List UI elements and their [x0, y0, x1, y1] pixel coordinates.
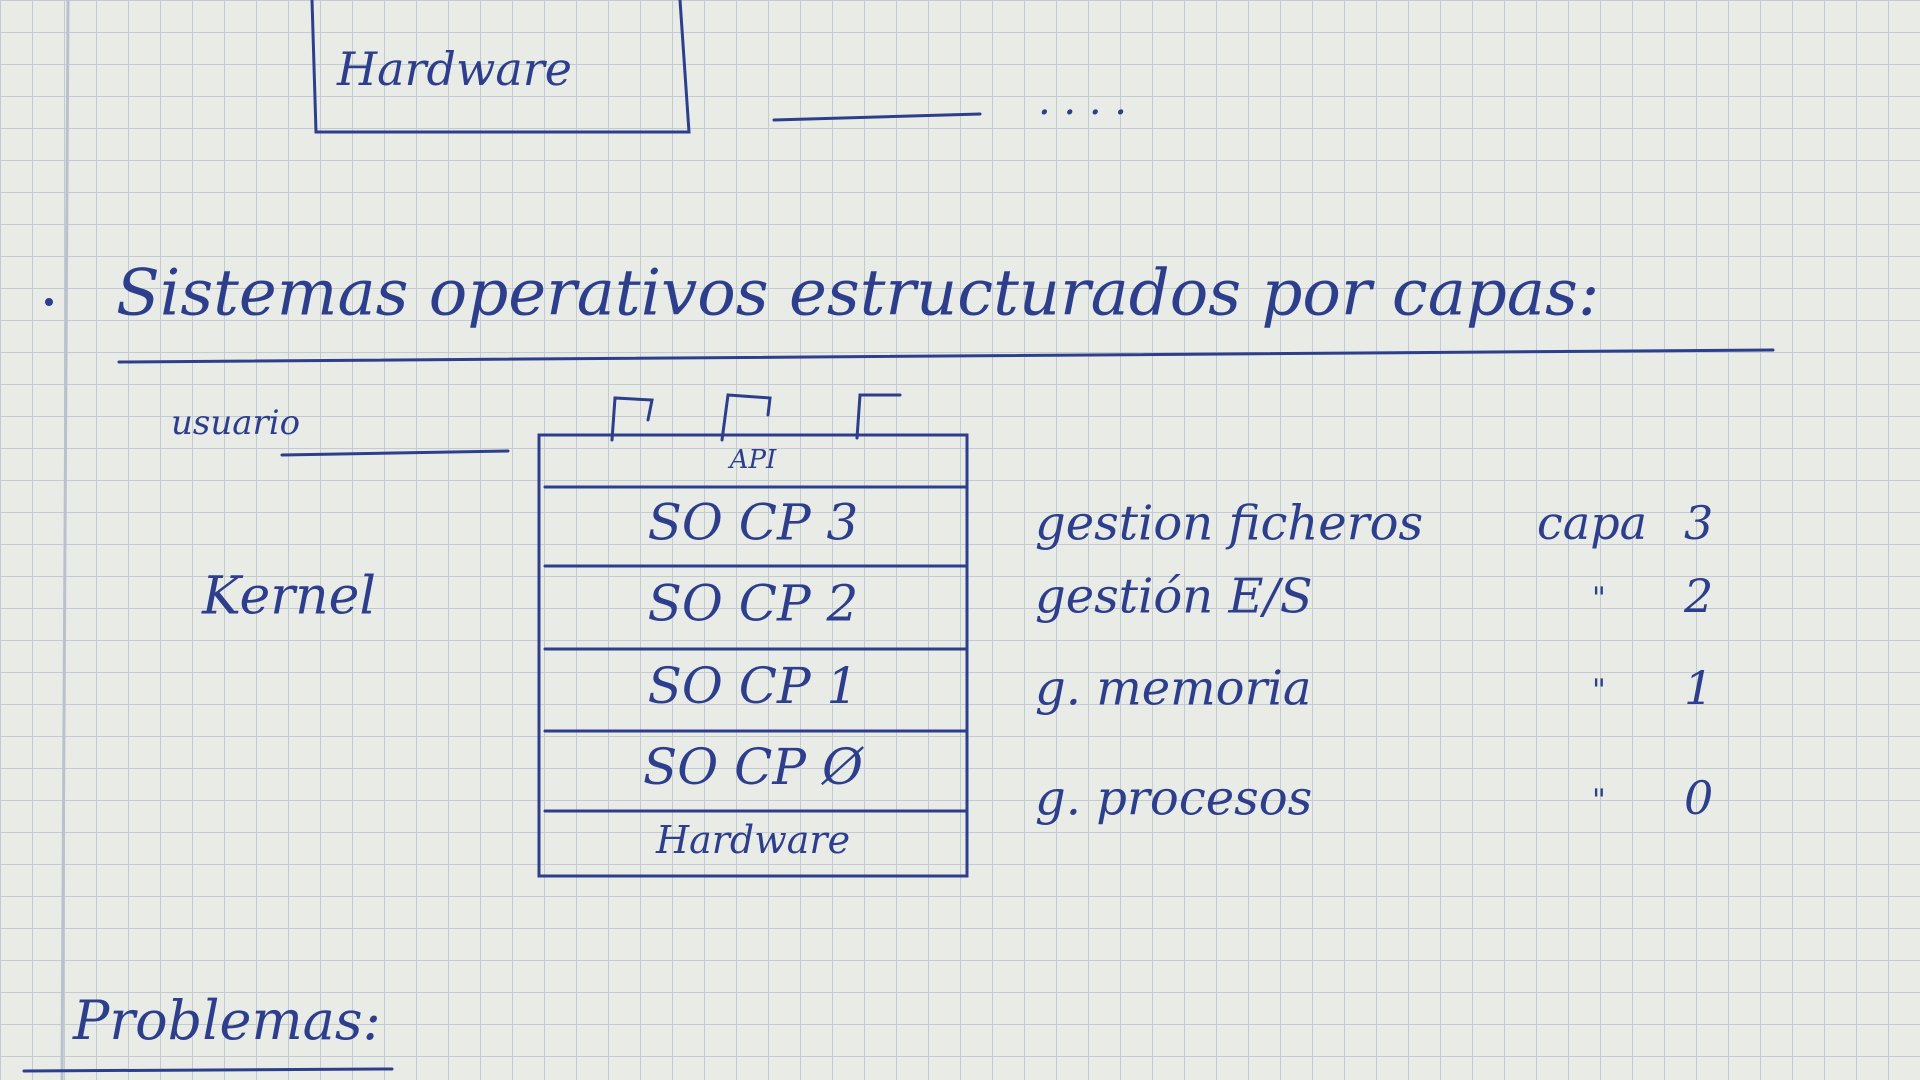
descriptions: gestion ficheros capa 3 gestión E/S " 2 g. mem… — [1035, 496, 1713, 827]
layer-label: Hardware — [655, 818, 850, 862]
heading: Sistemas operativos estructurados por ca… — [116, 257, 1599, 331]
layer-prefix: " — [1592, 783, 1606, 818]
heading-underline — [117, 348, 1775, 364]
layer-number: 2 — [1683, 569, 1713, 623]
margin-line — [60, 0, 70, 1080]
layer-label: SO CP 3 — [648, 494, 859, 552]
layer-label: API — [728, 445, 777, 475]
description-label: gestión E/S — [1035, 569, 1313, 625]
description-label: g. procesos — [1035, 771, 1312, 827]
footer: Problemas: — [72, 989, 381, 1052]
layer-number: 1 — [1684, 661, 1713, 715]
api-calls — [610, 393, 902, 442]
layer-label: SO CP Ø — [643, 738, 864, 796]
user-label: usuario — [171, 403, 300, 443]
bullet — [45, 298, 53, 306]
layer-prefix: " — [1592, 673, 1606, 708]
layer-label: SO CP 2 — [648, 575, 859, 633]
layer-prefix: " — [1592, 581, 1606, 616]
user-underline — [280, 449, 510, 457]
hardware-box — [310, 0, 691, 134]
layer-number: 3 — [1684, 496, 1713, 550]
layer-prefix: capa — [1537, 496, 1647, 550]
layer-label: SO CP 1 — [648, 657, 859, 715]
description-label: gestion ficheros — [1035, 496, 1423, 552]
description-label: g. memoria — [1035, 661, 1312, 717]
box-label: Hardware — [336, 42, 572, 96]
ellipsis: . . . . — [1038, 78, 1127, 124]
kernel-label: Kernel — [201, 567, 376, 627]
stub-line — [772, 112, 982, 122]
layers: API SO CP 3 SO CP 2 SO CP 1 SO CP Ø Hardware — [543, 445, 969, 862]
layer-number: 0 — [1684, 771, 1713, 825]
footer-underline — [22, 1067, 394, 1073]
layer-stack — [537, 433, 969, 878]
